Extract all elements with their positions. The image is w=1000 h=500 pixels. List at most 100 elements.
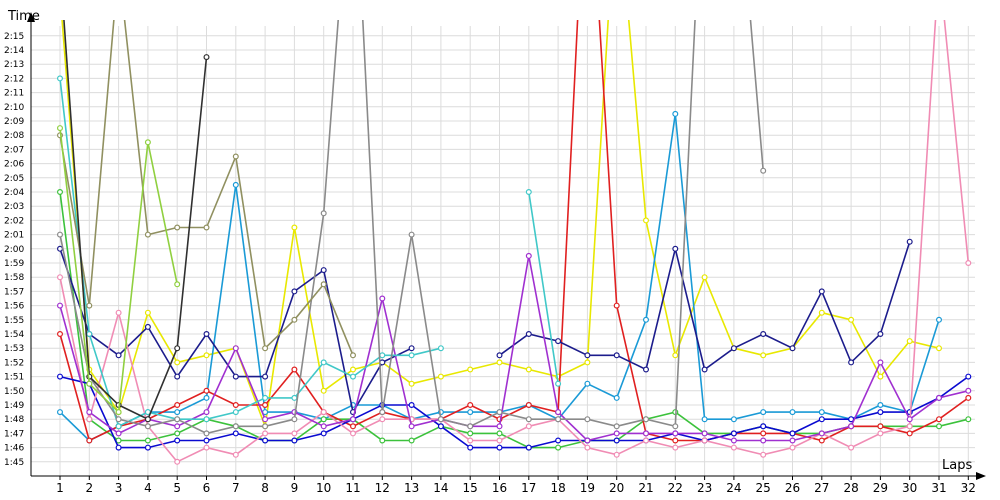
data-point (320, 416, 327, 423)
data-point (408, 345, 415, 352)
grid-layer (31, 26, 975, 476)
data-point (144, 231, 151, 238)
data-point (584, 444, 591, 451)
series-13 (56, 125, 181, 416)
data-point (935, 345, 942, 352)
data-point (56, 75, 63, 82)
x-tick-label: 7 (232, 481, 240, 495)
data-point (965, 260, 972, 267)
y-tick-label: 1:52 (4, 358, 24, 368)
data-point (203, 224, 210, 231)
data-point (144, 416, 151, 423)
data-point (555, 338, 562, 345)
data-point (672, 110, 679, 117)
data-point (56, 409, 63, 416)
data-point (877, 423, 884, 430)
x-tick-label: 28 (843, 481, 858, 495)
series-line (59, 20, 970, 463)
data-point (642, 430, 649, 437)
data-point (496, 409, 503, 416)
data-point (174, 281, 181, 288)
data-point (965, 394, 972, 401)
data-point (965, 387, 972, 394)
data-point (320, 423, 327, 430)
data-point (437, 345, 444, 352)
data-point (818, 409, 825, 416)
data-point (613, 437, 620, 444)
data-point (232, 153, 239, 160)
data-point (906, 238, 913, 245)
data-point (232, 423, 239, 430)
data-point (818, 288, 825, 295)
x-tick-label: 21 (638, 481, 653, 495)
data-point (291, 430, 298, 437)
data-point (935, 394, 942, 401)
data-point (174, 409, 181, 416)
x-tick-label: 31 (931, 481, 946, 495)
y-tick-label: 2:05 (4, 174, 24, 184)
series-6 (56, 238, 913, 416)
x-tick-label: 5 (173, 481, 181, 495)
data-point (408, 352, 415, 359)
x-tick-label: 10 (316, 481, 331, 495)
series-line (59, 255, 969, 442)
axis-layer: Time Laps (7, 9, 986, 480)
data-point (203, 394, 210, 401)
data-point (760, 437, 767, 444)
data-point (906, 423, 913, 430)
data-point (525, 331, 532, 338)
data-point (467, 402, 474, 409)
x-tick-label: 17 (521, 481, 536, 495)
data-point (174, 423, 181, 430)
data-point (584, 380, 591, 387)
data-point (877, 430, 884, 437)
data-point (555, 437, 562, 444)
data-point (935, 316, 942, 323)
series-line (59, 191, 969, 449)
data-point (877, 373, 884, 380)
data-point (789, 437, 796, 444)
x-tick-label: 23 (697, 481, 712, 495)
data-point (672, 430, 679, 437)
data-point (496, 359, 503, 366)
data-point (701, 366, 708, 373)
data-point (86, 302, 93, 309)
data-point (86, 409, 93, 416)
data-point (467, 444, 474, 451)
data-point (730, 444, 737, 451)
x-tick-label: 29 (873, 481, 888, 495)
data-point (613, 394, 620, 401)
data-point (174, 224, 181, 231)
y-axis-arrow-icon (27, 12, 35, 22)
y-tick-label: 2:04 (4, 188, 24, 198)
data-point (232, 451, 239, 458)
data-point (613, 352, 620, 359)
data-point (262, 430, 269, 437)
data-point (467, 437, 474, 444)
data-point (232, 409, 239, 416)
x-tick-label: 26 (785, 481, 800, 495)
data-point (115, 416, 122, 423)
data-point (291, 366, 298, 373)
y-tick-label: 2:13 (4, 60, 24, 70)
data-point (174, 402, 181, 409)
data-point (174, 437, 181, 444)
y-tick-label: 2:12 (4, 74, 24, 84)
data-point (496, 352, 503, 359)
series-5 (56, 373, 972, 451)
data-point (525, 416, 532, 423)
data-point (115, 423, 122, 430)
data-point (437, 416, 444, 423)
data-point (672, 423, 679, 430)
data-point (555, 416, 562, 423)
x-tick-label: 12 (375, 481, 390, 495)
data-point (701, 416, 708, 423)
data-point (760, 430, 767, 437)
data-point (701, 437, 708, 444)
data-point (642, 217, 649, 224)
data-point (935, 416, 942, 423)
data-point (291, 437, 298, 444)
data-point (760, 451, 767, 458)
data-point (965, 373, 972, 380)
data-point (672, 444, 679, 451)
